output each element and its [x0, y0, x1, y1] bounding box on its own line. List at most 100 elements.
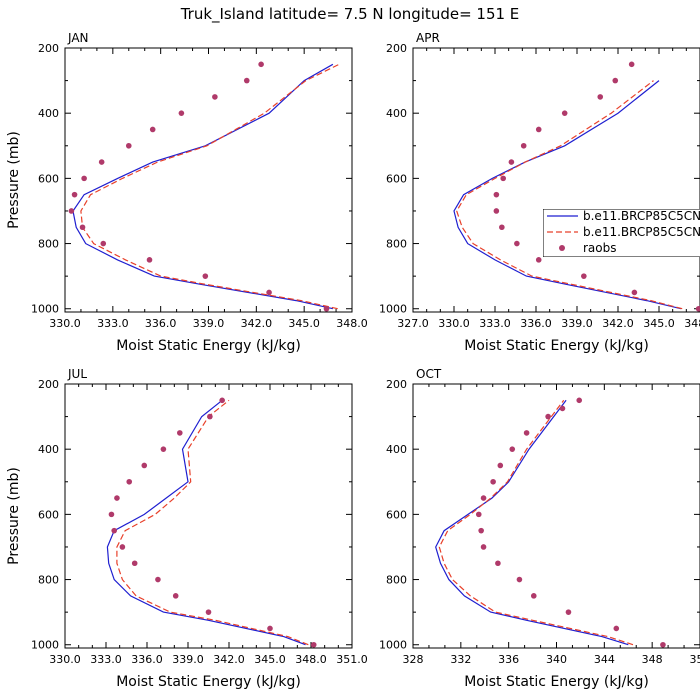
model-series-solid-line [453, 80, 682, 310]
raobs-point [212, 94, 218, 100]
raobs-point [100, 240, 107, 247]
x-tick-label: 328 [403, 653, 424, 666]
raobs-point [478, 527, 484, 534]
model-series-solid-line [106, 399, 306, 646]
x-tick-label: 352 [690, 653, 700, 666]
x-tick-label: 342.0 [602, 317, 634, 330]
x-tick-label: 351.0 [336, 653, 368, 666]
raobs-point [126, 478, 133, 485]
x-tick-label: 330.0 [438, 317, 470, 330]
raobs-point [475, 511, 482, 518]
y-tick-label: 200 [38, 378, 59, 391]
raobs-point [495, 560, 501, 567]
raobs-point [177, 430, 183, 436]
legend-raobs-marker [559, 245, 565, 251]
x-tick-label: 345.0 [288, 317, 320, 330]
raobs-point [131, 560, 138, 567]
raobs-point [207, 413, 213, 420]
y-tick-label: 200 [38, 42, 59, 55]
x-tick-label: 342.0 [213, 653, 245, 666]
y-tick-label: 800 [38, 574, 59, 587]
y-tick-label: 1000 [31, 639, 59, 652]
raobs-point [480, 495, 487, 501]
raobs-point [266, 289, 272, 296]
x-tick-label: 336.0 [131, 653, 163, 666]
raobs-point [497, 462, 504, 469]
model-series-solid-line [72, 63, 334, 310]
raobs-point [202, 273, 209, 279]
figure-title: Truk_Island latitude= 7.5 N longitude= 1… [180, 5, 520, 24]
raobs-point [258, 61, 264, 68]
panel-jan: JAN 330.0 333.0 336.0 339.0 342.0 345.0 348.0 20… [6, 31, 368, 354]
raobs-point [581, 273, 587, 279]
raobs-point [499, 224, 505, 231]
raobs-point [125, 142, 132, 149]
raobs-point [612, 77, 619, 84]
y-tick-label: 600 [386, 172, 407, 185]
x-tick-label: 336.0 [520, 317, 552, 330]
x-tick-label: 348.0 [684, 317, 700, 330]
y-tick-label: 800 [38, 238, 59, 251]
raobs-point [565, 609, 572, 615]
x-tick-label: 348 [642, 653, 663, 666]
raobs-point [81, 175, 87, 182]
model-series-dashed-line [116, 399, 309, 646]
raobs-point [178, 110, 185, 116]
y-tick-label: 1000 [379, 639, 407, 652]
raobs-point [108, 511, 115, 518]
y-tick-label: 600 [38, 172, 59, 185]
raobs-point [535, 126, 542, 133]
raobs-point [155, 576, 161, 583]
x-tick-label: 348.0 [295, 653, 327, 666]
y-tick-label: 1000 [31, 303, 59, 316]
raobs-point [205, 609, 212, 615]
raobs-point [514, 240, 520, 247]
panel-jul: JUL 330.0 333.0 336.0 339.0 342.0 345.0 348.0 35… [6, 367, 368, 690]
plot-frame [64, 383, 353, 649]
raobs-point [141, 462, 148, 469]
model-series-dashed-line [438, 399, 634, 646]
x-tick-label: 348.0 [336, 317, 368, 330]
y-axis-label: Pressure (mb) [6, 467, 22, 565]
raobs-point [68, 208, 75, 214]
x-tick-label: 336 [498, 653, 519, 666]
y-tick-label: 400 [386, 443, 407, 456]
x-tick-label: 339.0 [172, 653, 204, 666]
x-tick-label: 333.0 [90, 653, 122, 666]
x-tick-label: 340 [546, 653, 567, 666]
panel-title: OCT [416, 367, 442, 381]
x-tick-label: 345.0 [254, 653, 286, 666]
raobs-point [660, 641, 666, 648]
x-tick-label: 330.0 [49, 653, 81, 666]
raobs-point [523, 430, 530, 436]
y-tick-label: 400 [38, 443, 59, 456]
raobs-point [613, 625, 620, 632]
y-tick-label: 1000 [379, 303, 407, 316]
raobs-point [172, 593, 179, 599]
raobs-point [71, 191, 78, 198]
x-axis-label: Moist Static Energy (kJ/kg) [464, 674, 649, 690]
raobs-point [509, 446, 516, 452]
raobs-point [111, 527, 117, 534]
model-series-dashed-line [80, 63, 340, 310]
raobs-point [535, 257, 542, 263]
raobs-point [561, 110, 568, 116]
x-tick-label: 339.0 [561, 317, 593, 330]
x-tick-label: 339.0 [193, 317, 225, 330]
model-series-dashed-line [456, 80, 683, 310]
raobs-point [576, 397, 583, 404]
raobs-point [516, 576, 523, 583]
x-axis-label: Moist Static Energy (kJ/kg) [116, 338, 301, 354]
raobs-point [631, 289, 638, 296]
y-tick-label: 600 [386, 508, 407, 521]
x-tick-label: 327.0 [397, 317, 429, 330]
raobs-point [149, 126, 156, 133]
raobs-point [545, 413, 551, 420]
y-tick-label: 200 [386, 42, 407, 55]
raobs-point [530, 593, 537, 599]
raobs-point [500, 175, 507, 182]
raobs-point [508, 159, 515, 165]
x-tick-label: 330.0 [49, 317, 81, 330]
raobs-point [493, 191, 500, 198]
